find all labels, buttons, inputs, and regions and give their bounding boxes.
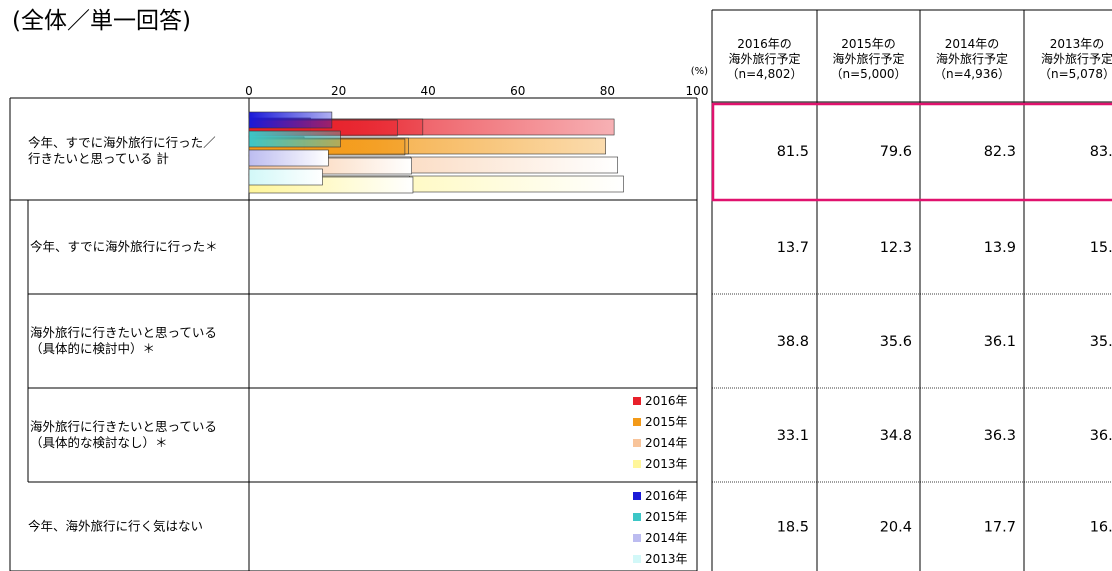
legend-swatch xyxy=(633,513,641,521)
category-label: 今年、海外旅行に行く気はない xyxy=(28,519,203,534)
x-tick-label: 100 xyxy=(686,84,709,98)
bar-2013年 xyxy=(248,168,323,186)
table-cell-value: 12.3 xyxy=(880,240,912,256)
table-cell-value: 33.1 xyxy=(777,428,809,444)
bar-2016年 xyxy=(248,111,333,129)
x-tick-label: 40 xyxy=(421,84,436,98)
table-cell-value: 35.6 xyxy=(880,334,912,350)
x-tick-label: 80 xyxy=(600,84,615,98)
category-label: 行きたいと思っている 計 xyxy=(28,151,169,166)
legend-label: 2014年 xyxy=(645,436,688,450)
table-header-text: 海外旅行予定 xyxy=(1041,51,1112,66)
legend-label: 2016年 xyxy=(645,489,688,503)
table-cell-value: 82.3 xyxy=(984,144,1016,160)
table-header-text: 海外旅行予定 xyxy=(936,51,1008,66)
table-cell-value: 13.9 xyxy=(984,240,1016,256)
table-header-text: 2015年の xyxy=(841,37,896,51)
table-cell-value: 36.1 xyxy=(984,334,1016,350)
table-header-text: 2013年の xyxy=(1050,37,1105,51)
category-label: 今年、すでに海外旅行に行った／ xyxy=(28,135,216,150)
x-tick-label: 0 xyxy=(245,84,253,98)
table-header-text: 2016年の xyxy=(737,37,792,51)
legend-swatch xyxy=(633,534,641,542)
legend-swatch xyxy=(633,492,641,500)
category-label: 今年、すでに海外旅行に行った＊ xyxy=(30,239,218,254)
table-cell-value: 17.7 xyxy=(984,520,1016,536)
chart-title: (全体／単一回答) xyxy=(12,8,191,34)
legend-label: 2013年 xyxy=(645,552,688,566)
bar-2015年 xyxy=(248,130,341,148)
category-label: （具体的に検討中）＊ xyxy=(30,341,155,356)
table-cell-value: 36.3 xyxy=(984,428,1016,444)
legend-swatch xyxy=(633,439,641,447)
table-cell-value: 18.5 xyxy=(777,520,809,536)
legend-swatch xyxy=(633,418,641,426)
highlight-box xyxy=(711,102,1112,202)
table-cell-value: 13.7 xyxy=(777,240,809,256)
table-header-text: （n=5,000） xyxy=(830,67,906,81)
legend-swatch xyxy=(633,555,641,563)
table-header-text: 海外旅行予定 xyxy=(832,51,904,66)
table-header-text: 海外旅行予定 xyxy=(728,51,800,66)
table-cell-value: 36.6 xyxy=(1090,428,1112,444)
table-header-text: （n=5,078） xyxy=(1039,67,1112,81)
table-header-text: 2014年の xyxy=(945,37,1000,51)
x-tick-label: 20 xyxy=(331,84,346,98)
category-label: 海外旅行に行きたいと思っている xyxy=(30,419,217,434)
table-cell-value: 35.8 xyxy=(1090,334,1112,350)
legend-label: 2013年 xyxy=(645,457,688,471)
table-cell-value: 16.4 xyxy=(1090,520,1112,536)
table-header-text: （n=4,802） xyxy=(726,67,802,81)
x-unit-label: (%) xyxy=(691,66,708,77)
table-cell-value: 20.4 xyxy=(880,520,912,536)
table-header-text: （n=4,936） xyxy=(934,67,1010,81)
table-cell-value: 34.8 xyxy=(880,428,912,444)
table-cell-value: 83.6 xyxy=(1090,144,1112,160)
legend-label: 2015年 xyxy=(645,510,688,524)
legend-label: 2014年 xyxy=(645,531,688,545)
category-label: （具体的な検討なし）＊ xyxy=(30,435,168,450)
x-tick-label: 60 xyxy=(510,84,525,98)
table-cell-value: 79.6 xyxy=(880,144,912,160)
bar-2014年 xyxy=(248,149,329,167)
table-cell-value: 15.5 xyxy=(1090,240,1112,256)
legend-swatch xyxy=(633,460,641,468)
legend-swatch xyxy=(633,397,641,405)
table-cell-value: 38.8 xyxy=(777,334,809,350)
legend-label: 2015年 xyxy=(645,415,688,429)
category-label: 海外旅行に行きたいと思っている xyxy=(30,325,217,340)
legend-label: 2016年 xyxy=(645,394,688,408)
table-cell-value: 81.5 xyxy=(777,144,809,160)
